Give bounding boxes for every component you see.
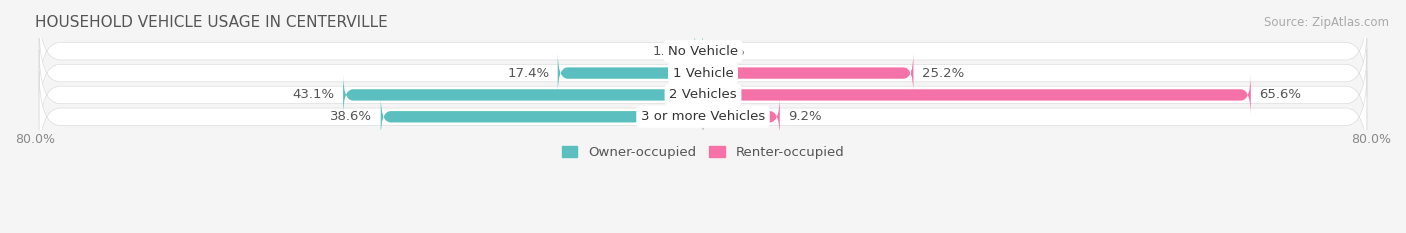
FancyBboxPatch shape: [703, 52, 914, 94]
FancyBboxPatch shape: [39, 71, 1367, 163]
FancyBboxPatch shape: [693, 31, 704, 72]
Text: 43.1%: 43.1%: [292, 88, 335, 101]
Text: 38.6%: 38.6%: [330, 110, 373, 123]
Text: 17.4%: 17.4%: [508, 67, 550, 80]
FancyBboxPatch shape: [381, 96, 703, 137]
Text: No Vehicle: No Vehicle: [668, 45, 738, 58]
FancyBboxPatch shape: [39, 27, 1367, 119]
Text: 9.2%: 9.2%: [789, 110, 821, 123]
Text: 1.0%: 1.0%: [652, 45, 686, 58]
FancyBboxPatch shape: [343, 74, 703, 116]
Legend: Owner-occupied, Renter-occupied: Owner-occupied, Renter-occupied: [557, 141, 849, 164]
Text: HOUSEHOLD VEHICLE USAGE IN CENTERVILLE: HOUSEHOLD VEHICLE USAGE IN CENTERVILLE: [35, 15, 388, 30]
Text: 1 Vehicle: 1 Vehicle: [672, 67, 734, 80]
Text: 3 or more Vehicles: 3 or more Vehicles: [641, 110, 765, 123]
Text: 2 Vehicles: 2 Vehicles: [669, 88, 737, 101]
FancyBboxPatch shape: [39, 5, 1367, 97]
Text: Source: ZipAtlas.com: Source: ZipAtlas.com: [1264, 16, 1389, 29]
FancyBboxPatch shape: [558, 52, 703, 94]
Text: 0.0%: 0.0%: [711, 45, 745, 58]
FancyBboxPatch shape: [39, 49, 1367, 141]
FancyBboxPatch shape: [703, 74, 1251, 116]
Text: 65.6%: 65.6%: [1260, 88, 1301, 101]
Text: 25.2%: 25.2%: [922, 67, 965, 80]
FancyBboxPatch shape: [703, 96, 780, 137]
